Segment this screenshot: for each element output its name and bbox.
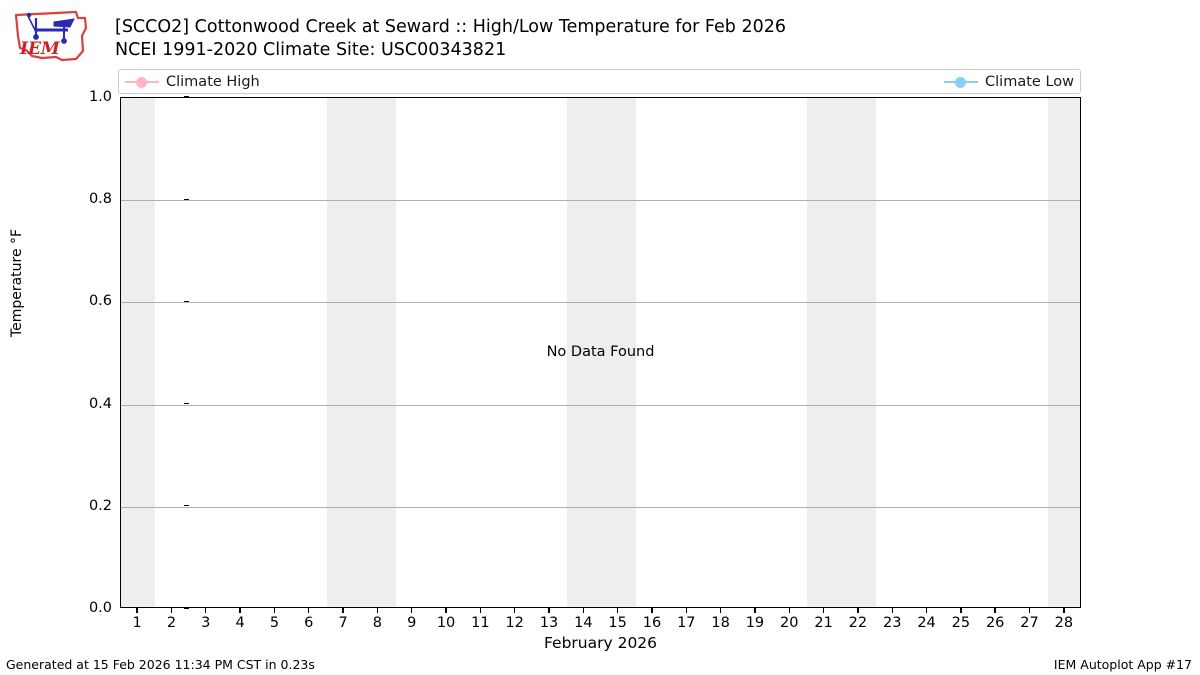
x-axis-tick-label: 7	[338, 615, 348, 631]
page-title: [SCCO2] Cottonwood Creek at Seward :: Hi…	[115, 16, 1075, 62]
gridline	[121, 200, 1080, 202]
x-axis-tick-mark	[170, 608, 173, 613]
x-axis-tick-label: 28	[1054, 615, 1074, 631]
x-axis-tick-mark	[239, 608, 241, 613]
x-axis-tick-label: 27	[1020, 615, 1039, 631]
chart-plot-area: No Data Found	[120, 97, 1081, 608]
x-axis-tick-label: 9	[407, 615, 417, 631]
legend-entry-climate-low[interactable]: Climate Low	[944, 74, 1074, 90]
x-axis-tick-mark	[445, 608, 447, 613]
x-axis-tick-label: 10	[436, 615, 456, 631]
legend-marker-climate-low	[944, 76, 979, 88]
x-axis-tick-label: 24	[917, 615, 936, 631]
y-axis-tick-label: 0.4	[88, 395, 112, 412]
gridline	[121, 506, 1080, 508]
x-axis-tick-mark	[136, 608, 138, 613]
title-line-2: NCEI 1991-2020 Climate Site: USC00343821	[115, 40, 507, 60]
x-axis-tick-mark	[960, 608, 962, 613]
x-axis-tick-label: 3	[201, 615, 211, 631]
no-data-message: No Data Found	[546, 343, 655, 360]
y-axis-ticks: 0.0 0.2 0.4 0.6 0.8 1.0	[64, 89, 189, 616]
gridline	[121, 302, 1080, 304]
y-axis-tick-mark	[184, 300, 189, 303]
x-axis-tick-mark	[342, 608, 344, 613]
y-axis-tick-mark	[184, 198, 189, 200]
x-axis-tick-label: 18	[711, 615, 730, 631]
x-axis-tick-label: 23	[882, 615, 902, 631]
x-axis-tick-label: 17	[677, 615, 696, 631]
weekend-band	[326, 98, 396, 607]
legend-label-climate-high: Climate High	[166, 73, 260, 90]
x-axis-tick-label: 5	[269, 615, 280, 631]
x-axis-tick-mark	[376, 608, 379, 613]
y-axis-tick-label: 0.0	[88, 600, 112, 616]
y-axis-label: Temperature °F	[9, 228, 25, 338]
x-axis-tick-label: 12	[505, 615, 524, 631]
x-axis-tick-label: 1	[132, 615, 142, 631]
x-axis-tick-mark	[411, 608, 413, 613]
x-axis-tick-label: 16	[642, 615, 662, 631]
x-axis-tick-mark	[788, 608, 790, 613]
x-axis-tick-mark	[205, 608, 207, 613]
x-axis-tick-label: 19	[745, 615, 765, 631]
x-axis-tick-label: 25	[951, 615, 971, 631]
svg-text:IEM: IEM	[19, 39, 61, 59]
legend-marker-climate-high	[125, 76, 159, 88]
x-axis-tick-label: 13	[539, 615, 559, 631]
x-axis-tick-mark	[754, 608, 756, 613]
x-axis-tick-mark	[822, 608, 825, 613]
chart-legend: Climate High Climate Low	[118, 69, 1081, 94]
x-axis-tick-mark	[685, 608, 687, 613]
footer-app-text: IEM Autoplot App #17	[1053, 657, 1192, 672]
x-axis-tick-label: 14	[574, 615, 593, 631]
x-axis-tick-mark	[548, 608, 550, 613]
x-axis-tick-mark	[651, 608, 653, 613]
x-axis-tick-mark	[1063, 608, 1065, 613]
y-axis-tick-mark	[184, 402, 189, 405]
x-axis-tick-mark	[479, 608, 482, 613]
x-axis-tick-mark	[1028, 608, 1031, 613]
y-axis-tick-label: 0.8	[88, 191, 112, 208]
y-axis-tick-label: 0.2	[88, 497, 112, 514]
x-axis-tick-mark	[857, 608, 859, 613]
y-axis-tick-label: 1.0	[88, 89, 112, 105]
x-axis-tick-label: 26	[985, 615, 1005, 631]
x-axis-tick-label: 15	[608, 615, 627, 631]
x-axis-tick-mark	[308, 608, 310, 613]
x-axis-tick-label: 4	[235, 615, 245, 631]
x-axis-tick-mark	[616, 608, 619, 613]
y-axis-tick-mark	[184, 607, 189, 609]
weekend-band	[807, 98, 877, 607]
x-axis-tick-label: 6	[304, 615, 314, 631]
x-axis-tick-label: 21	[814, 615, 833, 631]
weekend-band	[567, 98, 636, 607]
y-axis-tick-mark	[184, 96, 189, 98]
weekend-band	[1047, 98, 1080, 607]
x-axis-label: February 2026	[543, 634, 658, 652]
iem-logo[interactable]: IEM	[6, 6, 94, 66]
x-axis-tick-label: 22	[848, 615, 868, 631]
x-axis-tick-label: 20	[780, 615, 799, 631]
title-line-1: [SCCO2] Cottonwood Creek at Seward :: Hi…	[115, 17, 787, 37]
gridline	[121, 404, 1080, 406]
x-axis-tick-mark	[582, 608, 585, 613]
footer-generated-text: Generated at 15 Feb 2026 11:34 PM CST in…	[6, 657, 315, 672]
x-axis-tick-mark	[273, 608, 276, 613]
x-axis-tick-mark	[891, 608, 893, 613]
y-axis-tick-label: 0.6	[88, 293, 112, 310]
x-axis-tick-mark	[513, 608, 516, 613]
legend-entry-climate-high[interactable]: Climate High	[125, 74, 260, 90]
x-axis-tick-label: 2	[166, 615, 177, 631]
x-axis-tick-label: 11	[471, 615, 490, 631]
x-axis-tick-mark	[925, 608, 928, 613]
iem-logo-icon: IEM	[14, 10, 88, 62]
x-axis-tick-label: 8	[372, 615, 383, 631]
weekend-band	[121, 98, 156, 607]
y-axis-tick-mark	[184, 505, 189, 507]
x-axis-tick-mark	[994, 608, 996, 613]
x-axis-tick-mark	[719, 608, 722, 613]
legend-label-climate-low: Climate Low	[985, 73, 1074, 90]
